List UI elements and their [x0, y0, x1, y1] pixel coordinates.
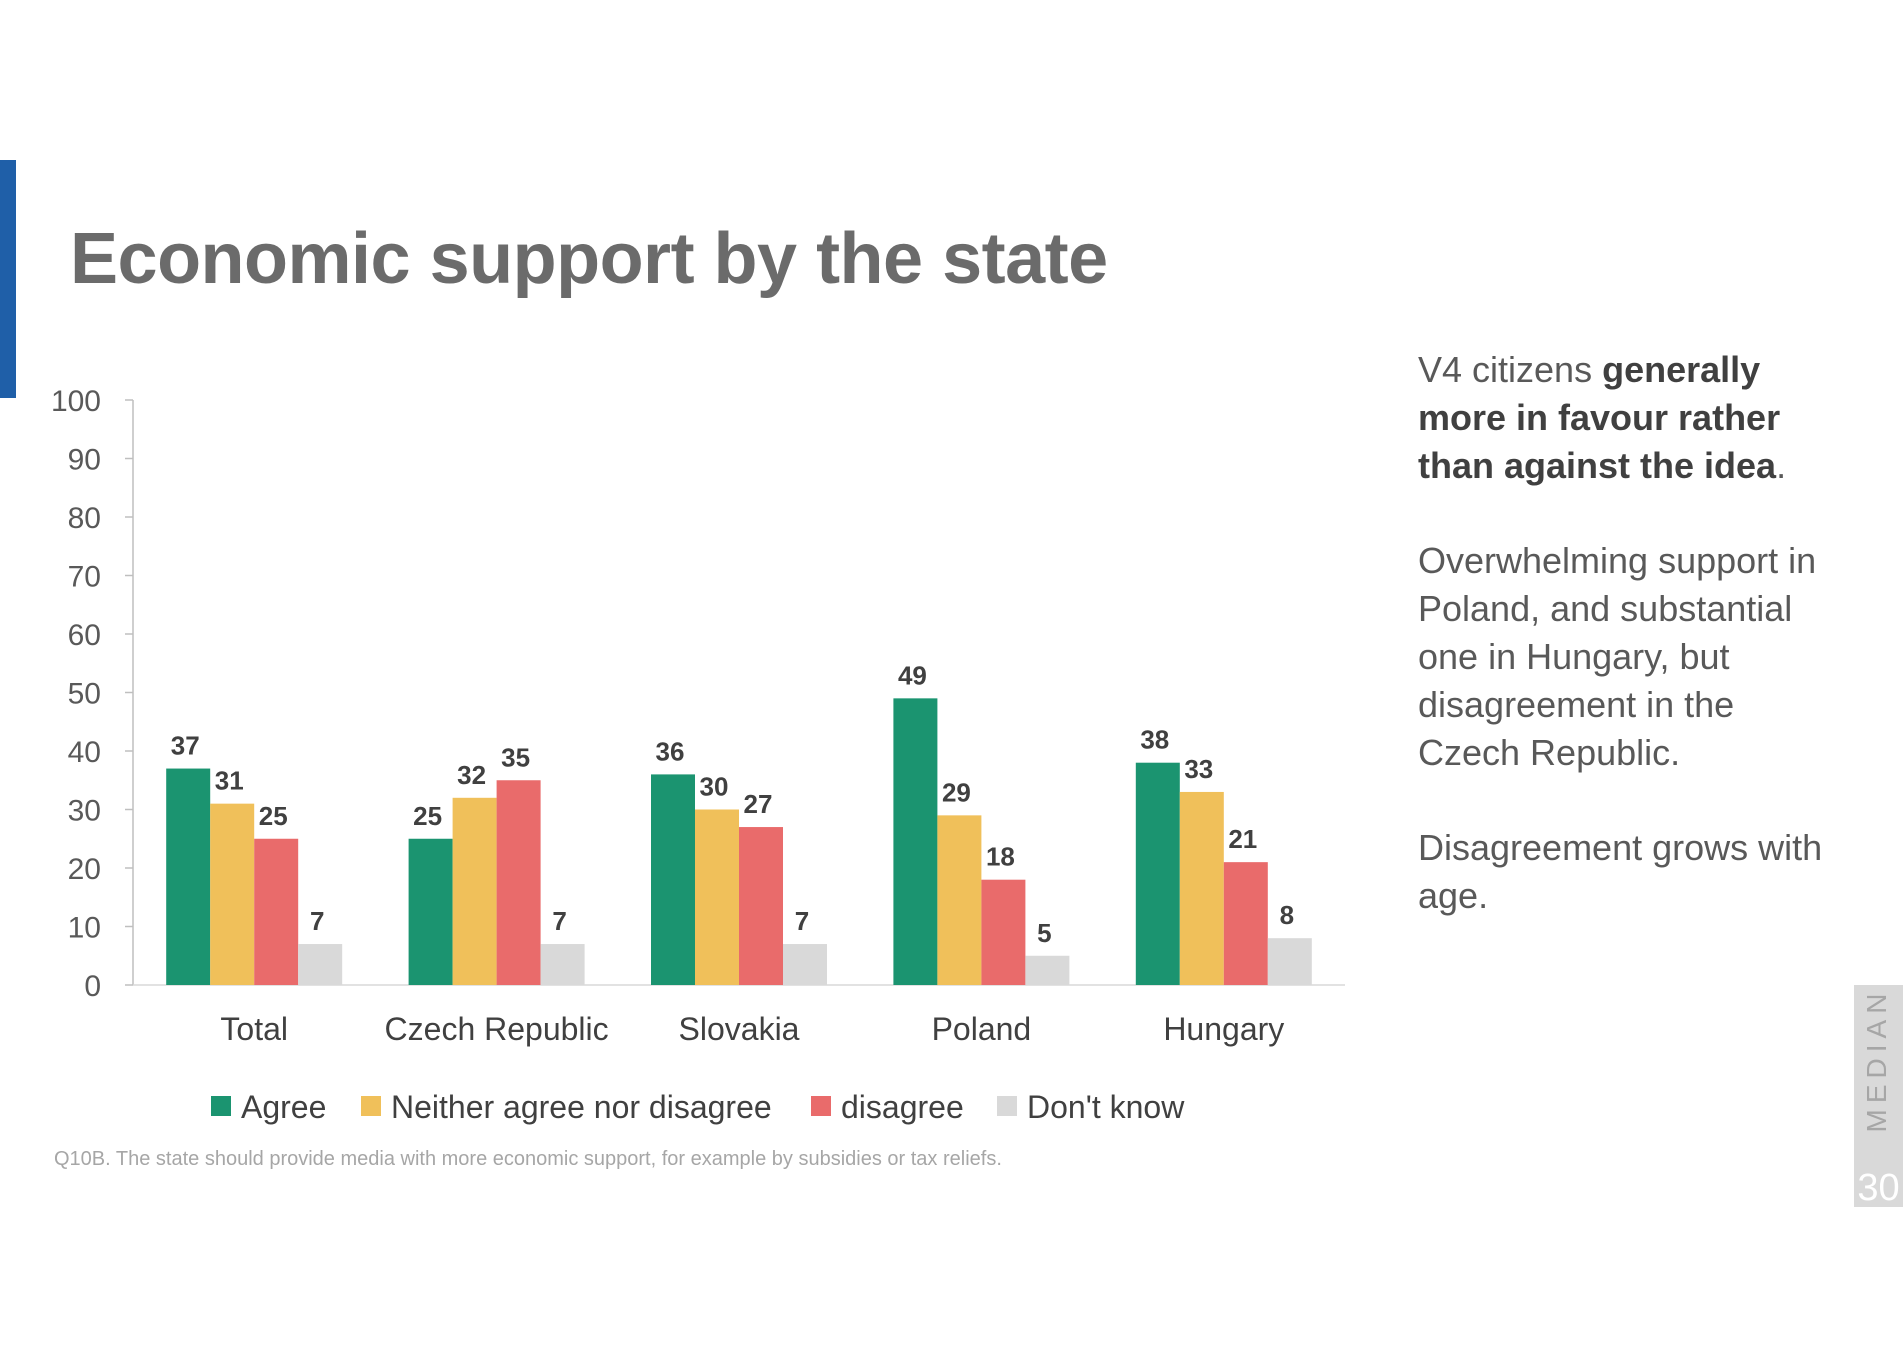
- y-tick-label: 30: [68, 795, 101, 828]
- bar: [254, 838, 299, 985]
- data-label: 7: [552, 906, 566, 936]
- data-label: 25: [259, 801, 288, 831]
- bar: [540, 944, 585, 985]
- y-tick-label: 100: [51, 385, 101, 418]
- data-label: 7: [310, 906, 324, 936]
- x-category-label: Total: [220, 1011, 288, 1047]
- y-tick-label: 70: [68, 561, 101, 594]
- question-footnote: Q10B. The state should provide media wit…: [54, 1148, 1002, 1170]
- legend-label: Don't know: [1027, 1089, 1185, 1125]
- bar: [496, 780, 541, 985]
- data-label: 5: [1037, 918, 1051, 948]
- x-category-label: Hungary: [1163, 1011, 1284, 1047]
- y-tick-label: 10: [68, 912, 101, 945]
- brand-tab: [1854, 985, 1903, 1207]
- data-label: 25: [413, 801, 442, 831]
- y-tick-label: 90: [68, 444, 101, 477]
- bar: [1267, 938, 1312, 985]
- data-label: 37: [171, 731, 200, 761]
- commentary: V4 citizens generally more in favour rat…: [1418, 346, 1838, 967]
- y-tick-label: 50: [68, 678, 101, 711]
- y-tick-label: 0: [84, 970, 101, 1003]
- brand-logo-text: MEDIAN: [1861, 987, 1892, 1133]
- y-tick-label: 40: [68, 736, 101, 769]
- x-category-label: Slovakia: [679, 1011, 800, 1047]
- data-label: 30: [700, 772, 729, 802]
- bar: [739, 827, 783, 985]
- legend-label: Agree: [241, 1089, 326, 1125]
- legend-swatch: [211, 1096, 231, 1116]
- data-label: 29: [942, 777, 971, 807]
- bar: [298, 944, 343, 985]
- bar: [937, 815, 982, 985]
- legend-swatch: [811, 1096, 831, 1116]
- bar: [981, 879, 1026, 985]
- bar: [1223, 862, 1268, 985]
- commentary-paragraph-2: Overwhelming support in Poland, and subs…: [1418, 540, 1817, 773]
- legend-swatch: [361, 1096, 381, 1116]
- page-number: 30: [1857, 1167, 1900, 1209]
- bar: [210, 803, 255, 985]
- bar: [1135, 762, 1180, 985]
- data-label: 32: [457, 760, 486, 790]
- bar: [695, 809, 739, 985]
- y-tick-label: 20: [68, 853, 101, 886]
- data-label: 33: [1184, 754, 1213, 784]
- commentary-paragraph-1: V4 citizens generally more in favour rat…: [1418, 349, 1787, 486]
- bar: [408, 838, 453, 985]
- data-label: 36: [656, 736, 685, 766]
- x-category-label: Czech Republic: [385, 1011, 609, 1047]
- data-label: 21: [1228, 824, 1257, 854]
- data-label: 35: [501, 742, 530, 772]
- legend-swatch: [997, 1096, 1017, 1116]
- bar: [1025, 955, 1070, 985]
- bar: [783, 944, 827, 985]
- x-category-label: Poland: [932, 1011, 1032, 1047]
- bar: [166, 768, 211, 985]
- data-label: 49: [898, 660, 927, 690]
- data-label: 31: [215, 766, 244, 796]
- data-label: 38: [1140, 725, 1169, 755]
- bar: [651, 774, 695, 985]
- bar: [452, 797, 497, 985]
- commentary-paragraph-3: Disagreement grows with age.: [1418, 827, 1823, 916]
- bar: [1179, 791, 1224, 985]
- bar: [893, 698, 938, 985]
- data-label: 7: [795, 906, 809, 936]
- data-label: 18: [986, 842, 1015, 872]
- data-label: 8: [1280, 900, 1294, 930]
- data-label: 27: [744, 789, 773, 819]
- legend-label: Neither agree nor disagree: [391, 1089, 772, 1125]
- title-accent-bar: [0, 160, 16, 398]
- y-tick-label: 60: [68, 619, 101, 652]
- page-title: Economic support by the state: [70, 219, 1108, 299]
- y-tick-label: 80: [68, 502, 101, 535]
- legend-label: disagree: [841, 1089, 964, 1125]
